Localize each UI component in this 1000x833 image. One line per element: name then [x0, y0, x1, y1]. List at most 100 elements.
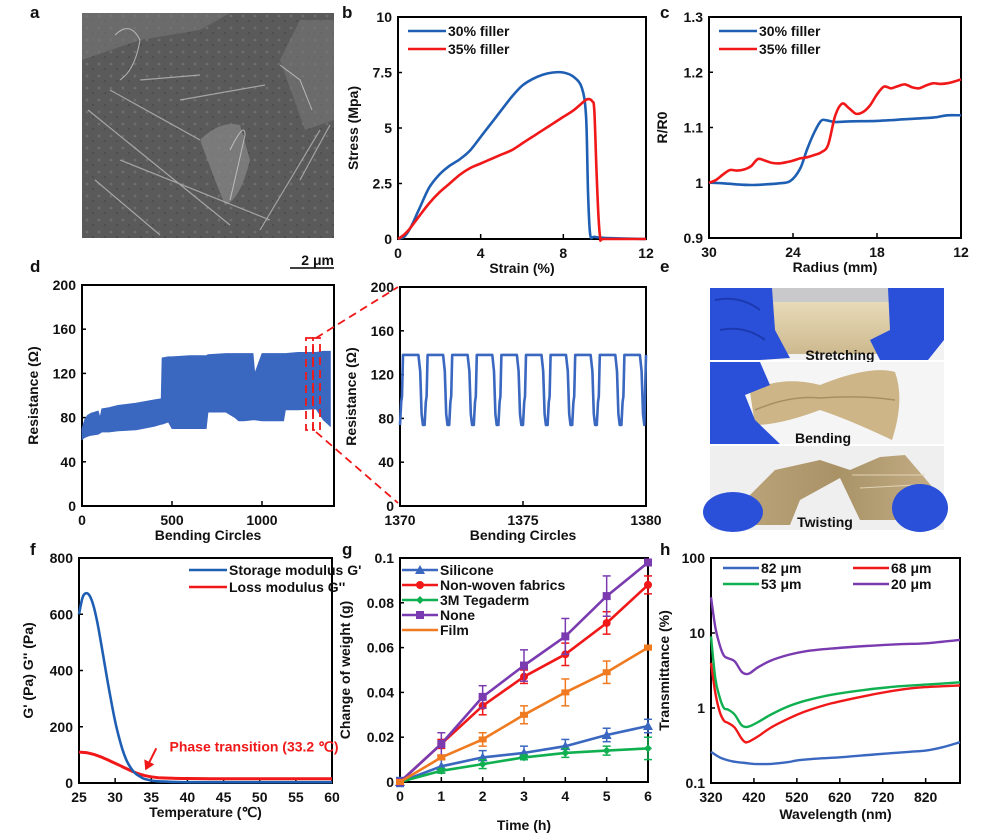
y-axis-label: Resistance (Ω) — [25, 346, 41, 444]
annotation-arrow-head — [144, 759, 155, 771]
x-tick-label: 30 — [701, 244, 717, 260]
series-line-53um — [709, 636, 961, 729]
y-tick-label: 100 — [682, 550, 706, 566]
caption-stretching: Stretching — [805, 347, 874, 363]
data-marker — [396, 779, 404, 785]
x-tick-label: 4 — [561, 788, 569, 804]
legend-item: Silicone — [402, 562, 494, 578]
y-tick-label: 80 — [378, 410, 394, 426]
y-tick-label: 2.5 — [373, 176, 393, 192]
x-tick-label: 1 — [437, 788, 445, 804]
series-line-20um — [709, 597, 961, 676]
y-tick-label: 200 — [53, 277, 77, 293]
y-tick-label: 1 — [697, 700, 705, 716]
y-tick-label: 40 — [378, 454, 394, 470]
legend-label: 82 μm — [761, 560, 801, 576]
data-marker — [602, 618, 611, 627]
x-tick-label: 12 — [953, 244, 969, 260]
y-axis-label: Stress (Mpa) — [345, 86, 361, 170]
scale-bar: 2 μm — [290, 252, 334, 269]
y-tick-label: 600 — [50, 606, 74, 622]
data-marker — [644, 644, 652, 651]
data-marker — [602, 592, 611, 601]
y-tick-label: 120 — [371, 367, 395, 383]
data-marker — [644, 558, 652, 567]
y-tick-label: 1.2 — [684, 64, 704, 80]
data-marker — [602, 746, 611, 755]
data-marker — [437, 754, 446, 761]
chart-resistance-cycles-zoom: 1370 1375 1380 0 40 80 120 160 200 Bending Circle… — [343, 279, 662, 543]
x-tick-label: 60 — [324, 789, 340, 805]
y-axis-label: Transmittance (%) — [656, 610, 672, 731]
y-tick-label: 0 — [68, 498, 76, 514]
y-axis-label: Change of weight (g) — [337, 601, 353, 739]
legend-label: Silicone — [440, 562, 494, 578]
panel-label-g: g — [342, 540, 352, 559]
x-axis-label: Bending Circles — [470, 527, 577, 543]
data-marker — [416, 581, 424, 589]
legend-label: 30% filler — [448, 23, 510, 39]
legend-item: Loss modulus G'' — [189, 579, 345, 595]
x-axis-label: Time (h) — [497, 817, 551, 833]
photo-stretching: Stretching — [710, 288, 944, 363]
data-marker — [561, 689, 570, 696]
legend-label: Non-woven fabrics — [440, 577, 565, 593]
x-tick-label: 2 — [479, 788, 487, 804]
x-tick-label: 0 — [394, 245, 402, 261]
legend-item: 35% filler — [719, 41, 821, 57]
x-tick-label: 4 — [477, 245, 485, 261]
legend-label: 53 μm — [761, 576, 801, 592]
x-tick-label: 50 — [252, 789, 268, 805]
x-tick-label: 320 — [699, 789, 723, 805]
y-tick-label: 200 — [50, 719, 74, 735]
x-axis-label: Strain (%) — [489, 260, 554, 276]
y-tick-label: 5 — [384, 120, 392, 136]
data-marker — [601, 729, 612, 739]
x-axis-label: Radius (mm) — [793, 259, 878, 275]
y-tick-label: 800 — [50, 550, 74, 566]
x-tick-label: 18 — [869, 244, 885, 260]
y-tick-label: 40 — [60, 454, 76, 470]
data-marker — [644, 744, 652, 753]
x-tick-label: 45 — [216, 789, 232, 805]
series-line-82um — [710, 741, 961, 766]
y-tick-label: 1.1 — [684, 120, 704, 136]
legend-item: 35% filler — [408, 41, 510, 57]
y-tick-label: 400 — [50, 663, 74, 679]
panel-label-h: h — [660, 540, 670, 559]
panel-label-e: e — [660, 257, 669, 276]
panel-label-b: b — [342, 3, 352, 22]
legend-label: Storage modulus G' — [229, 562, 361, 578]
legend-item: 30% filler — [719, 23, 821, 39]
resistance-cycle-line — [398, 353, 648, 427]
y-tick-label: 0 — [384, 231, 392, 247]
x-tick-label: 1000 — [246, 512, 277, 528]
legend-label: Loss modulus G'' — [229, 579, 345, 595]
legend-label: None — [440, 607, 475, 623]
legend-item: Storage modulus G' — [189, 562, 361, 578]
x-tick-label: 500 — [160, 512, 184, 528]
y-axis-label: G' (Pa) G'' (Pa) — [20, 622, 36, 718]
scale-bar-label: 2 μm — [301, 252, 334, 268]
legend-item: Non-woven fabrics — [402, 577, 565, 593]
series-line-storage-modulus — [77, 591, 332, 784]
resistance-band — [81, 350, 331, 441]
data-marker — [437, 739, 446, 748]
series-film — [396, 644, 652, 785]
x-tick-label: 420 — [742, 789, 766, 805]
x-tick-label: 720 — [871, 789, 895, 805]
data-marker — [478, 692, 487, 701]
x-tick-label: 3 — [520, 788, 528, 804]
y-tick-label: 0.06 — [367, 640, 394, 656]
panel-label-d: d — [30, 257, 40, 276]
x-axis-label: Bending Circles — [155, 527, 262, 543]
chart-resistance-radius: 30 24 18 12 0.9 1 1.1 1.2 1.3 Radius (mm) R/R0 30% … — [654, 9, 969, 275]
data-marker — [520, 753, 528, 762]
x-axis-label: Wavelength (nm) — [779, 806, 891, 822]
panel-label-c: c — [660, 3, 669, 22]
x-tick-label: 1380 — [630, 512, 661, 528]
x-tick-label: 1370 — [384, 512, 415, 528]
chart-weight-time: 0 1 2 3 4 5 6 0 0.02 0.04 0.06 0.08 0.1 Time (h) Chang… — [337, 550, 653, 833]
data-marker — [415, 565, 425, 574]
